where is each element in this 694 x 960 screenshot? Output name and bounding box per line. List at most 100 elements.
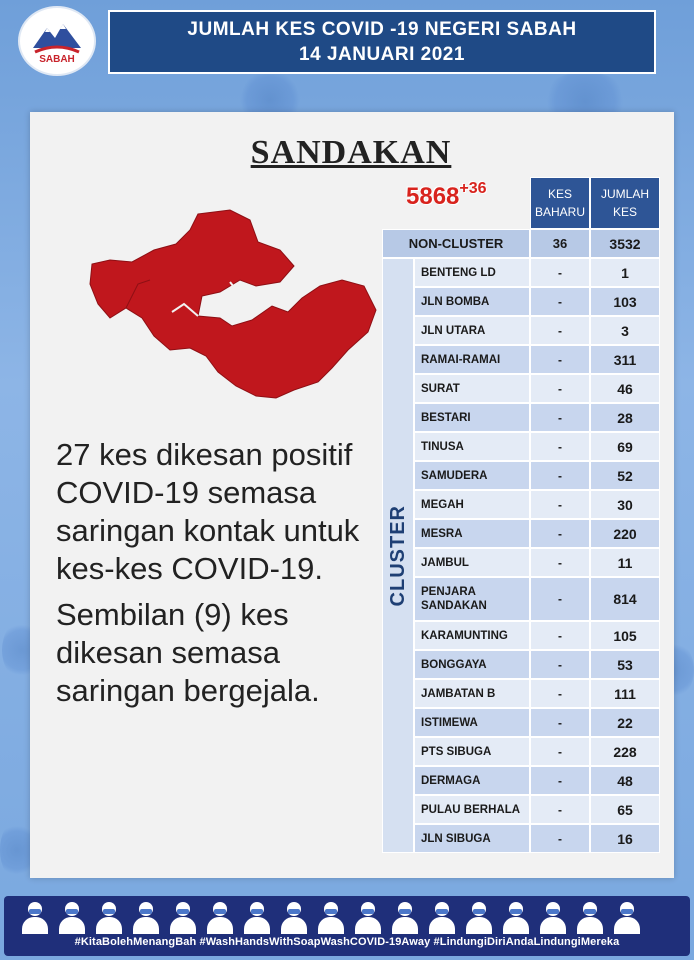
cluster-new-cases: - [530,737,590,766]
cluster-total-cases: 22 [590,708,660,737]
cluster-name: JLN BOMBA [414,287,530,316]
cluster-new-cases: - [530,824,590,853]
table-row: KARAMUNTING -105 [414,621,660,650]
cluster-name: MESRA [414,519,530,548]
cluster-label: CLUSTER [382,258,414,853]
person-icon [462,900,496,934]
person-icon [425,900,459,934]
person-icon [203,900,237,934]
person-icon [388,900,422,934]
cluster-new-cases: - [530,548,590,577]
cluster-new-cases: - [530,577,590,621]
person-icon [18,900,52,934]
logo-text: SABAH [39,53,75,65]
non-cluster-label: NON-CLUSTER [382,229,530,258]
person-icon [610,900,644,934]
cluster-total-cases: 220 [590,519,660,548]
virus-decoration [0,820,34,880]
table-header: KES BAHARU JUMLAH KES [530,177,660,229]
cluster-name: PENJARA SANDAKAN [414,577,530,621]
footer-hashtags: #KitaBolehMenangBah #WashHandsWithSoapWa… [74,936,620,948]
cluster-new-cases: - [530,795,590,824]
district-map [89,209,377,399]
content-panel: SANDAKAN 5868+36 27 kes dikesan positif … [30,112,674,878]
cluster-new-cases: - [530,621,590,650]
cluster-new-cases: - [530,490,590,519]
non-cluster-new: 36 [530,229,590,258]
cluster-total-cases: 16 [590,824,660,853]
person-icon [573,900,607,934]
description-paragraph: Sembilan (9) kes dikesan semasa saringan… [56,597,320,708]
page-header: JUMLAH KES COVID -19 NEGERI SABAH 14 JAN… [108,10,656,74]
page-date: 14 JANUARI 2021 [299,44,465,65]
non-cluster-total: 3532 [590,229,660,258]
cluster-total-cases: 103 [590,287,660,316]
table-row: BONGGAYA -53 [414,650,660,679]
cluster-total-cases: 105 [590,621,660,650]
cluster-label-text: CLUSTER [386,504,409,607]
person-icon [55,900,89,934]
table-row: JAMBATAN B -111 [414,679,660,708]
person-icon [499,900,533,934]
cluster-name: KARAMUNTING [414,621,530,650]
cluster-name: JLN UTARA [414,316,530,345]
table-row: MESRA -220 [414,519,660,548]
cluster-name: SURAT [414,374,530,403]
cluster-total-cases: 48 [590,766,660,795]
cluster-total-cases: 46 [590,374,660,403]
cluster-total-cases: 311 [590,345,660,374]
table-row: MEGAH -30 [414,490,660,519]
table-row: JLN UTARA -3 [414,316,660,345]
sabah-logo: SABAH [18,6,96,76]
cluster-new-cases: - [530,519,590,548]
table-row: TINUSA -69 [414,432,660,461]
cluster-new-cases: - [530,766,590,795]
cluster-name: JAMBATAN B [414,679,530,708]
total-cumulative: 5868 [406,183,460,210]
table-row: PULAU BERHALA -65 [414,795,660,824]
person-icon [351,900,385,934]
cluster-total-cases: 111 [590,679,660,708]
cluster-name: DERMAGA [414,766,530,795]
cluster-new-cases: - [530,345,590,374]
description-paragraph: 27 kes dikesan positif COVID-19 semasa s… [56,437,360,586]
cluster-name: ISTIMEWA [414,708,530,737]
cluster-new-cases: - [530,432,590,461]
person-icon [314,900,348,934]
cluster-name: BONGGAYA [414,650,530,679]
table-row: JLN BOMBA -103 [414,287,660,316]
cluster-new-cases: - [530,258,590,287]
cluster-total-cases: 1 [590,258,660,287]
table-row: BENTENG LD -1 [414,258,660,287]
person-icon [536,900,570,934]
cluster-total-cases: 52 [590,461,660,490]
cluster-section: CLUSTER BENTENG LD -1 JLN BOMBA -103 JLN UTA… [382,258,660,853]
cluster-total-cases: 65 [590,795,660,824]
table-row: JAMBUL -11 [414,548,660,577]
person-icon [277,900,311,934]
table-row: DERMAGA -48 [414,766,660,795]
cluster-total-cases: 30 [590,490,660,519]
page-title: JUMLAH KES COVID -19 NEGERI SABAH [187,19,577,40]
table-row: SURAT -46 [414,374,660,403]
table-row: PTS SIBUGA -228 [414,737,660,766]
table-row: JLN SIBUGA -16 [414,824,660,853]
cluster-name: JAMBUL [414,548,530,577]
cluster-new-cases: - [530,403,590,432]
cluster-new-cases: - [530,374,590,403]
non-cluster-row: NON-CLUSTER 36 3532 [382,229,660,258]
cluster-total-cases: 228 [590,737,660,766]
cluster-total-cases: 814 [590,577,660,621]
cluster-total-cases: 53 [590,650,660,679]
cluster-total-cases: 28 [590,403,660,432]
cluster-new-cases: - [530,316,590,345]
footer-banner: #KitaBolehMenangBah #WashHandsWithSoapWa… [4,896,690,956]
total-new: +36 [459,180,487,197]
cluster-new-cases: - [530,461,590,490]
cluster-name: PTS SIBUGA [414,737,530,766]
cluster-name: BENTENG LD [414,258,530,287]
district-title: SANDAKAN [250,134,452,171]
table-row: RAMAI-RAMAI -311 [414,345,660,374]
mountain-logo-icon [33,23,81,53]
header-total-cases: JUMLAH KES [590,177,660,229]
